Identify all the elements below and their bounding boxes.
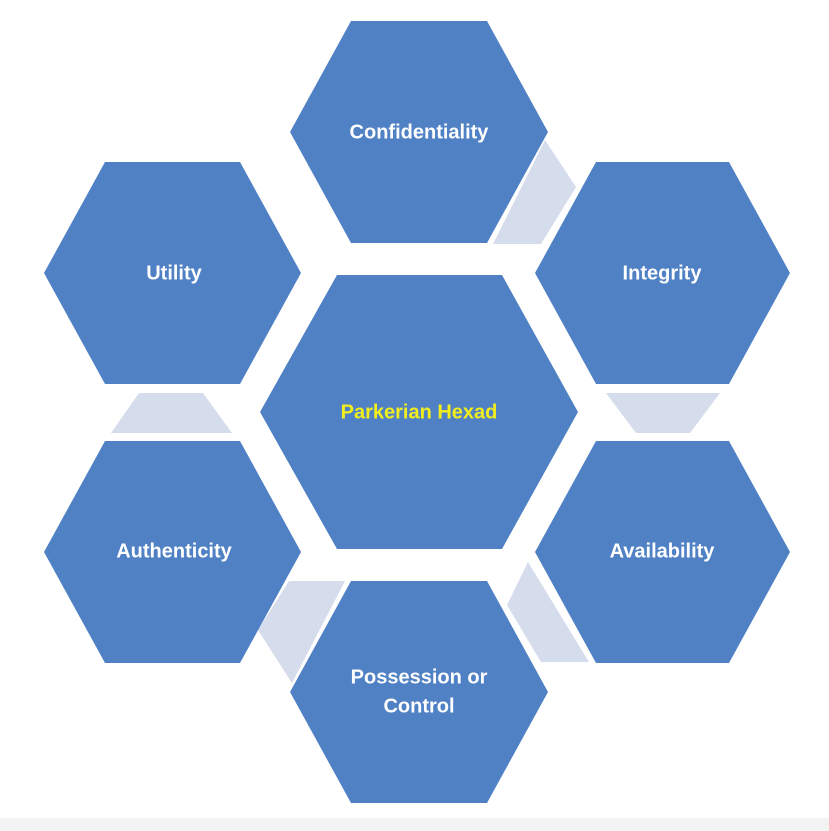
- label-availability: Availability: [610, 540, 716, 562]
- hexagon-confidentiality: [290, 21, 548, 243]
- hexagon-center: [260, 275, 578, 549]
- hexagon-availability: [535, 441, 790, 663]
- label-authenticity: Authenticity: [116, 540, 232, 562]
- hexagon-integrity: [535, 162, 790, 384]
- label-possession-line2: Control: [383, 695, 454, 717]
- connector-confidentiality-integrity: [493, 140, 576, 244]
- bottom-bar: [0, 818, 829, 831]
- hexagon-authenticity: [44, 441, 301, 663]
- label-possession-line1: Possession or: [351, 666, 488, 688]
- connector-authenticity-utility: [111, 393, 232, 433]
- connector-availability-possession: [507, 562, 589, 662]
- connector-integrity-availability: [606, 393, 720, 433]
- hexagon-utility: [44, 162, 301, 384]
- label-center-title: Parkerian Hexad: [341, 401, 498, 423]
- label-integrity: Integrity: [623, 262, 703, 284]
- label-confidentiality: Confidentiality: [350, 121, 490, 143]
- connector-possession-authenticity: [258, 581, 345, 683]
- hexagon-possession-or-control: [290, 581, 548, 803]
- label-utility: Utility: [146, 262, 202, 284]
